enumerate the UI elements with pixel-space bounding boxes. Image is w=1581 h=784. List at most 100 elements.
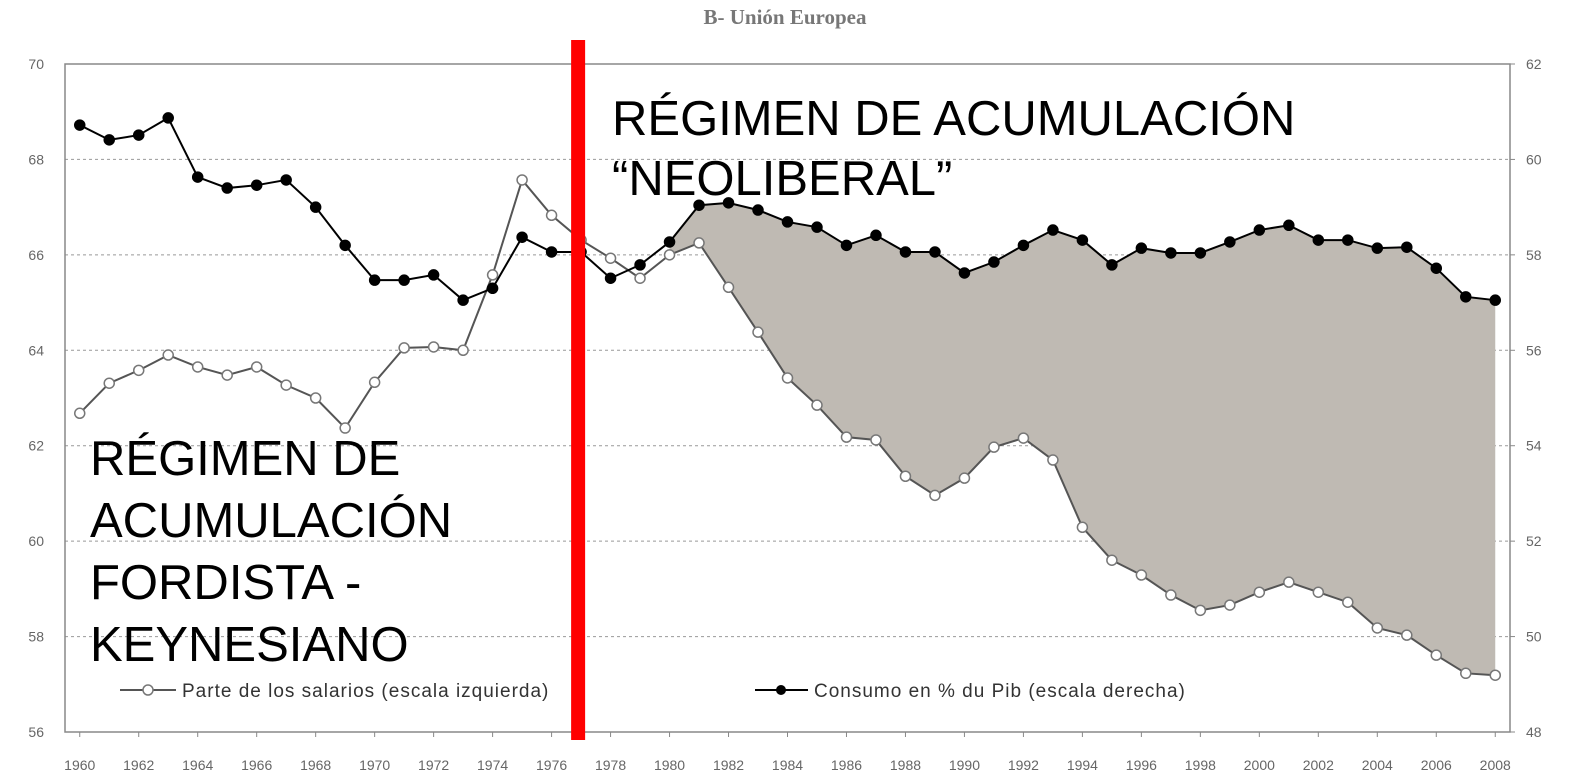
point	[958, 472, 971, 484]
point	[929, 246, 941, 258]
y-tick-label: 66	[28, 247, 44, 263]
y-tick-label: 62	[28, 438, 44, 454]
point	[486, 269, 499, 281]
y2-tick-label: 50	[1526, 629, 1542, 645]
point	[73, 407, 86, 420]
point	[221, 182, 233, 194]
point	[545, 246, 558, 258]
point	[899, 470, 912, 483]
point	[516, 231, 528, 243]
x-tick-label: 1962	[123, 757, 154, 773]
x-tick-label: 1982	[713, 757, 744, 773]
x-tick-label: 1966	[241, 757, 272, 773]
point	[663, 236, 676, 248]
legend-label: Consumo en % du Pib (escala derecha)	[814, 681, 1186, 702]
point	[132, 129, 145, 141]
point	[1224, 599, 1236, 611]
point	[1017, 432, 1030, 444]
legend-marker	[142, 684, 154, 696]
point	[1342, 234, 1354, 246]
point	[427, 341, 440, 353]
legend-marker	[776, 685, 786, 695]
point	[132, 364, 145, 377]
x-tick-label: 1996	[1126, 757, 1157, 773]
overlay: RÉGIMEN DE ACUMULACIÓN “NEOLIBERAL” RÉGIME…	[90, 40, 1295, 740]
y-tick-label: 58	[28, 629, 44, 645]
x-tick-label: 2006	[1421, 757, 1452, 773]
y-tick-label: 64	[28, 342, 44, 358]
point	[457, 344, 469, 357]
point	[870, 434, 882, 446]
annotation: RÉGIMEN DE ACUMULACIÓN	[612, 92, 1295, 146]
point	[604, 252, 617, 264]
x-tick-label: 1974	[477, 757, 508, 773]
point	[309, 392, 322, 404]
point	[162, 349, 174, 361]
point	[840, 431, 853, 443]
annotation: RÉGIMEN DE	[90, 432, 400, 486]
x-tick-label: 1960	[64, 757, 95, 773]
point	[1460, 291, 1472, 303]
point	[1253, 224, 1266, 236]
point	[250, 179, 263, 191]
point	[339, 239, 351, 252]
y-tick-label: 60	[28, 533, 44, 549]
point	[988, 256, 1000, 268]
point	[1342, 596, 1354, 608]
point	[280, 174, 292, 186]
point	[1401, 629, 1413, 641]
y2-tick-label: 48	[1526, 724, 1542, 740]
x-tick-label: 2004	[1362, 757, 1393, 773]
point	[1283, 576, 1295, 588]
x-tick-label: 1970	[359, 757, 390, 773]
x-tick-label: 1994	[1067, 757, 1098, 773]
point	[1106, 259, 1118, 271]
y-tick-label: 70	[28, 56, 44, 72]
x-tick-label: 1978	[595, 757, 626, 773]
point	[1430, 649, 1443, 661]
y2-tick-label: 62	[1526, 56, 1542, 72]
x-tick-label: 2000	[1244, 757, 1275, 773]
x-tick-label: 1992	[1008, 757, 1039, 773]
point	[1047, 224, 1059, 236]
point	[1047, 454, 1059, 466]
y-tick-label: 56	[28, 724, 44, 740]
point	[1401, 241, 1413, 253]
x-tick-label: 1984	[772, 757, 803, 773]
point	[545, 209, 558, 222]
point	[1489, 669, 1502, 681]
y-tick-label: 68	[28, 151, 44, 167]
y2-tick-label: 58	[1526, 247, 1542, 263]
point	[1135, 569, 1148, 581]
point	[1076, 521, 1089, 534]
point	[1194, 604, 1207, 617]
point	[604, 272, 617, 284]
point	[752, 204, 764, 216]
x-tick-label: 1986	[831, 757, 862, 773]
point	[103, 377, 115, 389]
point	[781, 372, 794, 384]
x-tick-label: 1988	[890, 757, 921, 773]
point	[1371, 622, 1384, 634]
point	[988, 441, 1000, 453]
point	[1312, 234, 1325, 246]
point	[752, 326, 764, 338]
point	[958, 267, 971, 279]
point	[870, 229, 882, 242]
point	[368, 274, 381, 286]
point	[427, 269, 440, 281]
annotation: FORDISTA -	[90, 556, 361, 610]
legend-label: Parte de los salarios (escala izquierda)	[182, 681, 549, 702]
point	[693, 237, 705, 249]
point	[840, 239, 853, 252]
point	[663, 249, 676, 261]
point	[1489, 294, 1502, 306]
point	[722, 281, 735, 294]
point	[73, 119, 86, 131]
point	[280, 379, 292, 391]
point	[1460, 667, 1472, 680]
point	[368, 376, 381, 389]
point	[929, 489, 941, 502]
